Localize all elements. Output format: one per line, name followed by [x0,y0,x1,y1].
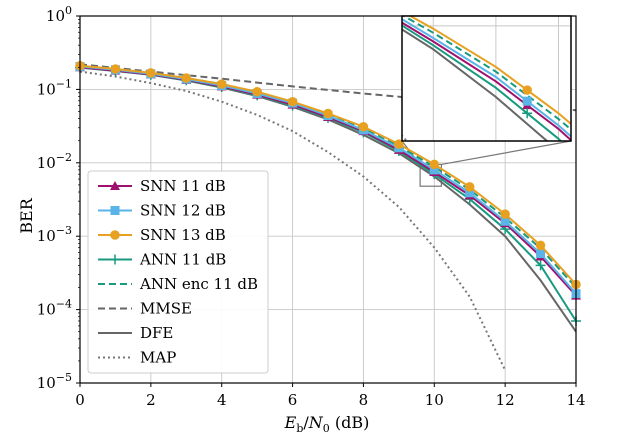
x-tick-label: 6 [288,391,298,409]
data-point [110,230,120,240]
y-tick-label: 10−5 [37,371,72,392]
legend-item: SNN 13 dB [98,226,226,244]
series-map [79,70,507,371]
data-point [429,165,439,175]
legend-label: DFE [140,324,173,342]
y-tick-label: 100 [46,4,72,25]
data-point [536,249,546,259]
data-point [110,254,120,265]
inset-series-snn-13-db [408,16,571,126]
data-point [522,96,532,106]
legend-label: SNN 13 dB [140,226,226,244]
x-axis-label: Eb/N0 (dB) [284,413,370,435]
x-tick-label: 10 [425,391,444,409]
data-point [465,188,475,198]
inset-series-ann-enc-11-db [402,16,571,131]
x-tick-label: 14 [566,391,585,409]
legend-item: SNN 12 dB [98,202,226,220]
axis-ticks: 0 2 4 6 8 10 12 14 100 10−1 10−2 10−3 10−4 10−5 [37,4,586,409]
legend-label: ANN enc 11 dB [139,275,258,293]
legend-box [87,170,269,374]
data-point [464,182,475,192]
legend-label: MMSE [140,300,192,318]
inset-series-line [402,18,571,138]
y-axis-label: BER [17,197,36,233]
x-tick-label: 12 [496,391,515,409]
data-point [110,206,120,215]
inset-content [402,16,571,141]
y-tick-label: 10−3 [37,224,72,245]
data-point [358,121,369,132]
series-mmse [79,63,577,112]
x-label-e: E [284,413,297,432]
data-point [394,139,404,149]
legend-label: SNN 11 dB [140,177,226,195]
series-line [79,63,577,112]
legend-label: SNN 12 dB [140,202,226,220]
inset-zoom [401,15,572,142]
legend-item: ANN enc 11 dB [98,275,258,293]
data-point [287,96,298,107]
zoom-connector-right [441,140,572,166]
x-label-unit: (dB) [330,413,370,432]
data-point [500,216,510,226]
legend-item: DFE [98,324,173,342]
series-group [75,60,581,371]
x-tick-label: 8 [359,391,369,409]
data-point [535,240,546,251]
x-label-zero: 0 [323,422,330,435]
x-tick-label: 4 [217,391,227,409]
data-point [146,68,156,78]
x-label-b: b [296,422,303,435]
data-point [522,85,532,95]
x-tick-label: 0 [75,391,85,409]
legend-label: MAP [140,349,176,367]
inset-series-line [408,16,571,126]
legend-item: SNN 11 dB [98,177,226,195]
inset-series-line [402,24,563,141]
x-tick-label: 2 [146,391,156,409]
legend-item: ANN 11 dB [98,251,226,269]
data-point [500,209,510,219]
inset-series-line [402,28,549,141]
inset-series-line [402,16,571,131]
data-point [252,86,262,97]
inset-series-line [402,21,571,141]
legend-item: MMSE [98,300,192,318]
y-tick-label: 10−2 [37,151,72,172]
data-point [535,260,546,271]
data-point [216,79,227,89]
data-point [522,108,533,119]
inset-series-ann-11-db [402,24,563,141]
inset-series-dfe [402,28,549,141]
data-point [323,108,333,119]
y-tick-label: 10−1 [37,77,72,98]
legend: SNN 11 dB SNN 12 dB SNN 13 dB ANN 11 dB ANN … [87,170,269,374]
inset-frame [401,15,572,142]
data-point [110,64,121,74]
x-label-slash: / [303,413,309,432]
x-label-n: N [308,413,324,432]
data-point [429,159,440,170]
data-point [110,181,120,190]
series-snn-13-db [75,60,581,290]
legend-label: ANN 11 dB [139,251,226,269]
inset-series-snn-11-db [402,21,571,141]
legend-item: MAP [98,349,176,367]
series-line [79,70,507,371]
y-tick-label: 10−4 [37,298,72,319]
plot-frame [79,15,577,384]
data-point [181,73,192,83]
inset-series-snn-12-db [402,18,571,138]
